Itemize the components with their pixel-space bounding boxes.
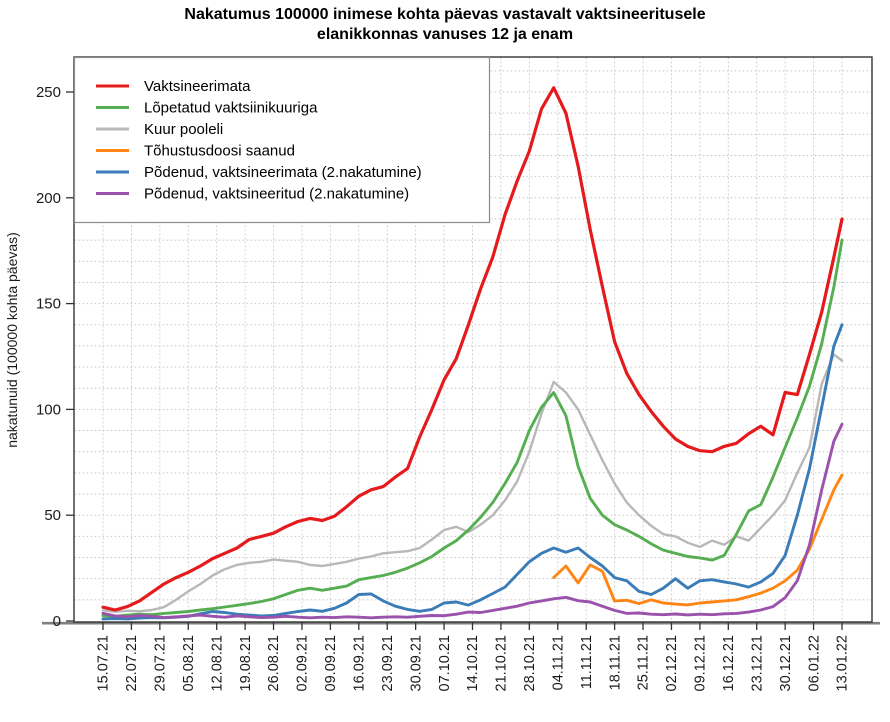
legend-label-2: Kuur pooleli: [144, 121, 223, 138]
legend-label-5: Põdenud, vaktsineeritud (2.nakatumine): [144, 186, 409, 203]
x-tick-label: 09.09.21: [323, 635, 339, 691]
x-tick-label: 05.08.21: [181, 635, 197, 691]
x-tick-label: 23.09.21: [380, 635, 396, 691]
series-line-3: [552, 473, 844, 607]
x-tick-label: 25.11.21: [636, 635, 652, 690]
x-tick-label: 30.12.21: [778, 635, 794, 691]
x-tick-label: 28.10.21: [522, 635, 538, 691]
x-tick-label: 22.07.21: [124, 635, 140, 691]
x-tick-label: 09.12.21: [693, 635, 709, 691]
x-tick-label: 11.11.21: [579, 635, 595, 689]
legend-label-3: Tõhustusdoosi saanud: [144, 143, 295, 160]
series-line-5: [101, 422, 844, 620]
y-tick-label: 250: [36, 84, 61, 101]
x-tick-label: 07.10.21: [437, 635, 453, 691]
series-line-1: [101, 238, 844, 618]
x-tick-label: 14.10.21: [465, 635, 481, 691]
legend-label-1: Lõpetatud vaktsiinikuuriga: [144, 100, 318, 117]
x-tick-label: 30.09.21: [408, 635, 424, 691]
chart-title-line2: elanikkonnas vanuses 12 ja enam: [316, 26, 574, 43]
chart-title-line1: Nakatumus 100000 inimese kohta päevas va…: [184, 6, 706, 23]
x-tick-label: 06.01.22: [806, 635, 822, 691]
x-tick-label: 02.09.21: [295, 635, 311, 691]
x-tick-label: 29.07.21: [153, 635, 169, 691]
y-tick-label: 50: [44, 507, 61, 524]
series-line-4: [101, 323, 844, 621]
x-tick-label: 18.11.21: [607, 635, 623, 690]
series-line-0: [101, 86, 844, 612]
legend-label-4: Põdenud, vaktsineerimata (2.nakatumine): [144, 164, 422, 181]
y-axis-label: nakatunuid (100000 kohta päevas): [4, 232, 20, 448]
x-tick-label: 02.12.21: [664, 635, 680, 691]
legend-label-0: Vaktsineerimata: [144, 78, 251, 95]
x-tick-label: 16.12.21: [721, 635, 737, 691]
y-tick-label: 150: [36, 296, 61, 313]
legend-box: [73, 56, 491, 224]
y-tick-label: 100: [36, 401, 61, 418]
chart-title: Nakatumus 100000 inimese kohta päevas va…: [0, 5, 890, 45]
x-tick-label: 12.08.21: [209, 635, 225, 691]
x-tick-label: 23.12.21: [749, 635, 765, 691]
x-tick-label: 26.08.21: [266, 635, 282, 691]
y-tick-label: 0: [53, 613, 61, 630]
series-line-2: [101, 353, 844, 613]
y-tick-label: 200: [36, 190, 61, 207]
x-tick-label: 04.11.21: [550, 635, 566, 690]
x-tick-label: 15.07.21: [96, 635, 112, 691]
x-tick-label: 13.01.22: [835, 635, 851, 691]
x-tick-label: 21.10.21: [494, 635, 510, 691]
x-tick-label: 16.09.21: [352, 635, 368, 691]
x-tick-label: 19.08.21: [238, 635, 254, 691]
